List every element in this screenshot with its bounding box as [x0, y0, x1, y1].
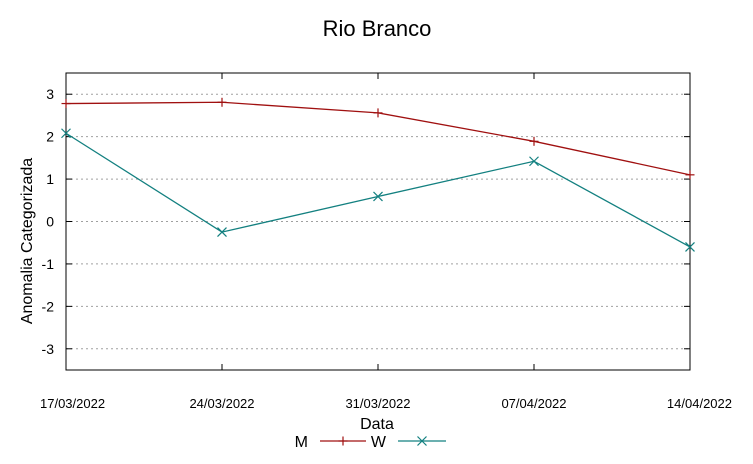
- y-tick-label: 1: [46, 171, 54, 187]
- legend-marker: [338, 436, 348, 446]
- y-tick-label: 0: [46, 214, 54, 230]
- x-tick-label: 14/04/2022: [667, 396, 732, 411]
- y-tick-label: -3: [42, 341, 55, 357]
- y-axis: 3 2 1 0 -1 -2 -3: [42, 86, 690, 357]
- y-tick-label: -2: [42, 298, 55, 314]
- y-tick-label: 2: [46, 129, 54, 145]
- series-layer: [61, 97, 695, 252]
- plot-frame: [65, 72, 691, 371]
- y-tick-label: 3: [46, 86, 54, 102]
- data-point-W: [529, 156, 539, 167]
- data-point-M: [685, 170, 695, 180]
- grid-lines: [66, 93, 690, 350]
- y-axis-label: Anomalia Categorizada: [19, 158, 36, 324]
- series-line-W: [65, 132, 691, 248]
- data-point-W: [373, 191, 383, 202]
- y-tick-label: -1: [42, 256, 55, 272]
- data-point-M: [61, 99, 71, 109]
- x-axis-label: Data: [360, 416, 394, 433]
- chart-title: Rio Branco: [323, 16, 432, 41]
- x-tick-label: 24/03/2022: [189, 396, 254, 411]
- x-axis: 17/03/2022 24/03/2022 31/03/2022 07/04/2022…: [40, 73, 732, 411]
- data-point-M: [373, 108, 383, 118]
- data-point-W: [685, 242, 695, 252]
- legend-marker: [417, 436, 427, 446]
- data-point-M: [529, 136, 539, 146]
- data-point-M: [217, 97, 227, 107]
- data-point-W: [217, 227, 227, 238]
- x-tick-label: 17/03/2022: [40, 396, 105, 411]
- x-tick-label: 07/04/2022: [501, 396, 566, 411]
- legend-label: W: [371, 434, 387, 451]
- x-tick-label: 31/03/2022: [345, 396, 410, 411]
- data-point-W: [61, 128, 71, 139]
- legend-label: M: [295, 434, 308, 451]
